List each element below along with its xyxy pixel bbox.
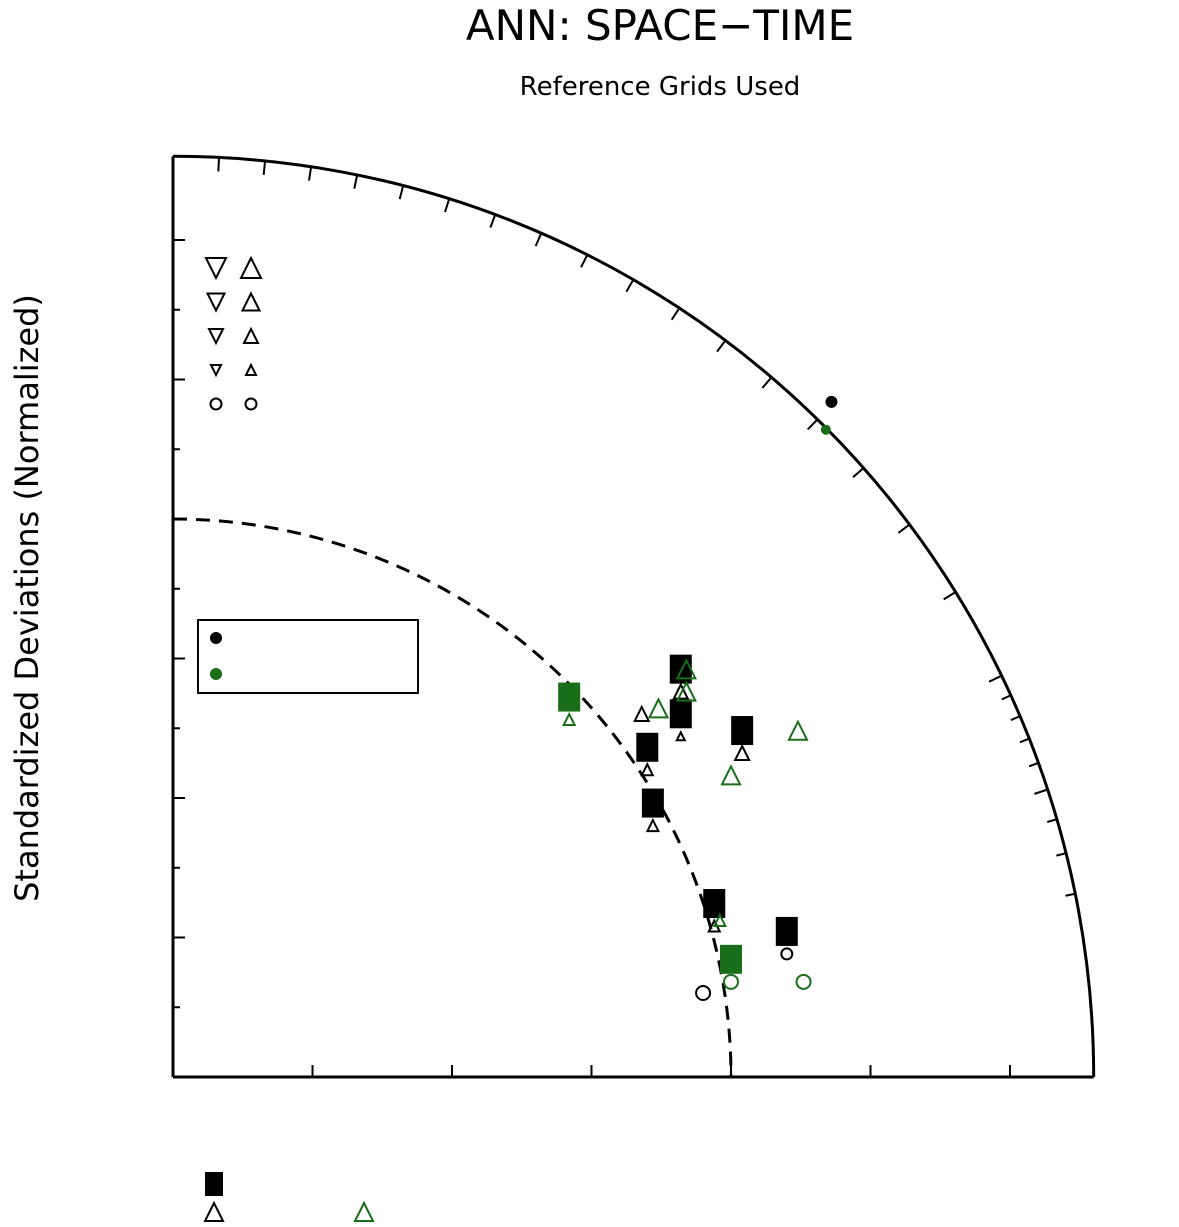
data-point-label-box	[703, 889, 726, 919]
data-point-marker	[675, 658, 697, 680]
bias-key-down-icon	[205, 292, 227, 313]
offscale-bias-icon	[353, 1200, 375, 1222]
bias-key-down-icon	[209, 364, 223, 378]
data-point-marker	[795, 973, 812, 990]
chart-subtitle: Reference Grids Used	[520, 72, 801, 102]
bias-key-down-icon	[204, 257, 228, 281]
y-axis-label: Standardized Deviations (Normalized)	[8, 294, 46, 902]
data-point-marker	[672, 682, 690, 700]
correlation-minor-tick	[1046, 818, 1058, 823]
reference-point-case1	[825, 395, 838, 408]
data-point-label-box	[720, 944, 742, 974]
data-point-marker	[695, 984, 712, 1001]
data-point-marker	[647, 697, 670, 719]
correlation-tick	[217, 157, 221, 172]
bias-key-up-icon	[242, 326, 260, 344]
correlation-tick	[444, 198, 451, 213]
case-legend-box	[197, 619, 419, 694]
case-legend-marker	[210, 632, 222, 644]
correlation-tick	[534, 232, 543, 247]
data-point-marker	[675, 730, 687, 742]
data-point-label-box	[775, 916, 798, 946]
data-point-marker	[720, 764, 742, 786]
correlation-tick	[489, 214, 497, 228]
data-point-marker	[675, 680, 697, 702]
data-point-label-box	[731, 716, 754, 746]
bias-key-up-icon	[240, 291, 262, 312]
data-point-marker	[787, 719, 809, 741]
data-point-marker	[780, 947, 794, 961]
chart-title: ANN: SPACE−TIME	[466, 1, 854, 50]
bias-key-down-icon	[207, 328, 225, 346]
correlation-tick	[943, 591, 957, 601]
correlation-minor-tick	[1019, 737, 1030, 744]
correlation-tick	[716, 339, 727, 353]
data-point-marker	[633, 704, 651, 722]
bias-key-circle-icon	[244, 397, 258, 411]
correlation-tick	[353, 174, 359, 189]
bias-key-up-icon	[244, 362, 258, 376]
data-point-marker	[733, 743, 751, 762]
correlation-tick	[761, 376, 773, 389]
correlation-arc	[172, 154, 1096, 1078]
correlation-tick	[308, 166, 313, 181]
correlation-tick	[262, 160, 267, 175]
data-point-label-box	[636, 732, 659, 762]
correlation-minor-tick	[1001, 694, 1012, 701]
correlation-tick	[1034, 788, 1048, 795]
data-point-marker	[640, 762, 655, 777]
reference-arc	[172, 517, 733, 1078]
offscale-id-box	[205, 1172, 223, 1196]
correlation-tick	[852, 467, 865, 479]
offscale-bias-icon	[203, 1200, 225, 1222]
correlation-tick	[625, 279, 635, 293]
correlation-tick	[988, 674, 1003, 683]
bias-key-up-icon	[239, 255, 263, 279]
reference-point-case2	[820, 424, 831, 435]
data-point-label-box	[558, 682, 581, 712]
correlation-minor-tick	[1010, 715, 1021, 721]
correlation-tick	[398, 185, 405, 200]
bias-key-circle-icon	[209, 397, 223, 411]
correlation-minor-tick	[1056, 852, 1067, 857]
correlation-minor-tick	[1065, 892, 1076, 897]
legend	[197, 255, 419, 1222]
case-legend-marker	[210, 668, 222, 680]
data-point-marker	[645, 817, 660, 833]
data-point-label-box	[641, 788, 664, 818]
plot-area	[171, 154, 1096, 1079]
data-point-marker	[712, 912, 727, 927]
correlation-minor-tick	[1028, 761, 1039, 768]
data-point-marker	[723, 973, 739, 990]
data-point-label-box	[669, 699, 692, 729]
correlation-tick	[806, 418, 819, 431]
correlation-tick	[897, 523, 911, 534]
correlation-tick	[670, 307, 681, 321]
data-point-marker	[562, 711, 577, 727]
correlation-tick	[580, 254, 589, 268]
